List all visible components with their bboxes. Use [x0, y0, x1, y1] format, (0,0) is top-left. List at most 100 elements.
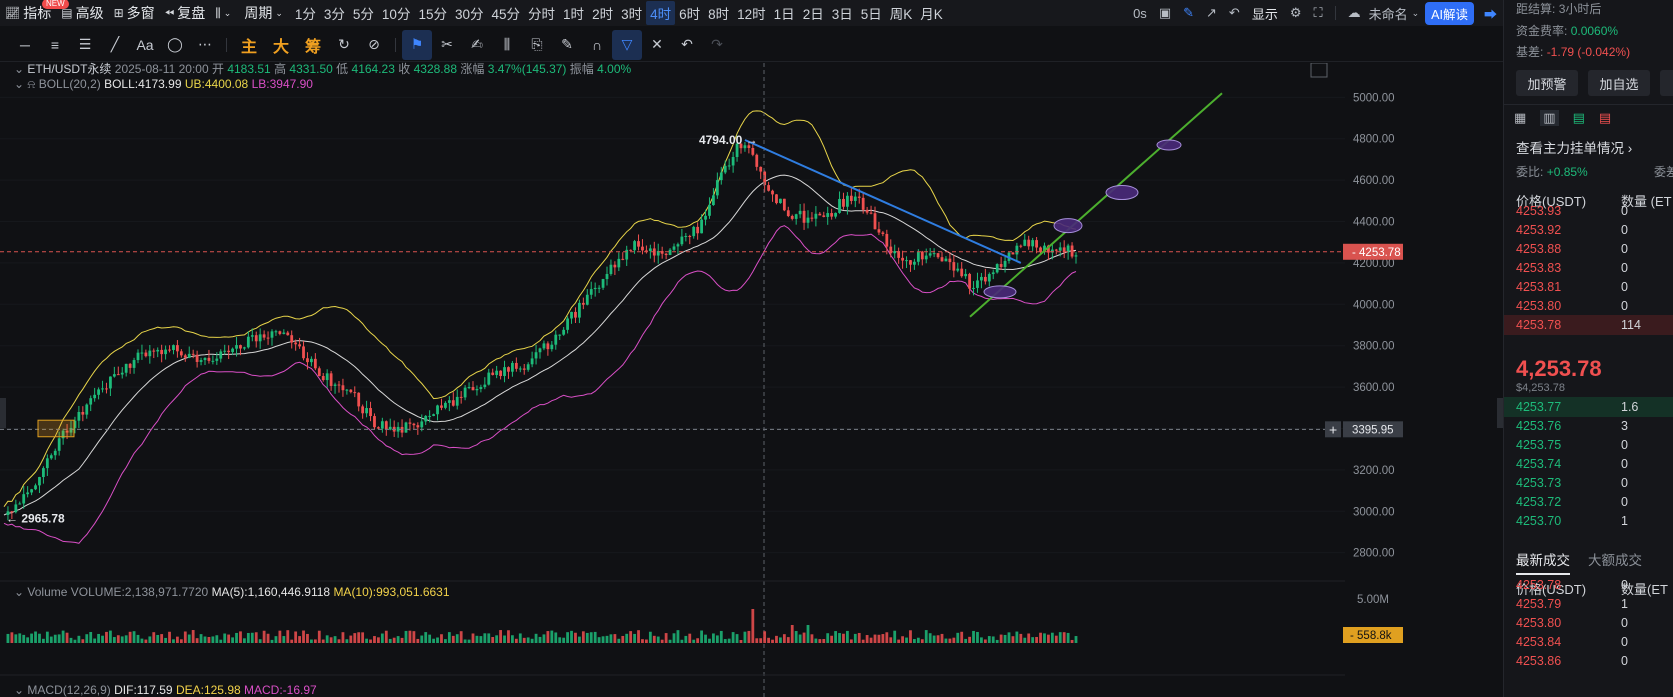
- collapse-icon[interactable]: ⌄: [14, 77, 25, 91]
- hide-drawings-icon[interactable]: ⊘: [368, 36, 380, 52]
- filter-icon[interactable]: ▽: [612, 29, 642, 60]
- camera-icon[interactable]: ▣: [1158, 5, 1172, 20]
- redo-icon[interactable]: ↷: [711, 36, 723, 52]
- both-sides-icon[interactable]: ▦: [1514, 110, 1527, 125]
- edit-drawing-icon[interactable]: ✎: [561, 36, 573, 52]
- period-tab[interactable]: 45分: [491, 7, 521, 22]
- fib-levels-icon[interactable]: ☰: [78, 36, 92, 52]
- bid-row[interactable]: 4253.73 0: [1516, 473, 1673, 493]
- delete-icon[interactable]: ✕: [651, 36, 663, 52]
- period-tab[interactable]: 15分: [418, 7, 447, 22]
- period-tab[interactable]: 月K: [920, 7, 943, 22]
- period-tab[interactable]: 30分: [454, 7, 484, 22]
- period-menu[interactable]: 周期 ⌄: [239, 0, 291, 26]
- layout-name-button[interactable]: 未命名: [1368, 6, 1408, 22]
- period-tab[interactable]: 3时: [621, 7, 643, 22]
- ask-row[interactable]: 4253.78 114: [1504, 315, 1673, 335]
- ask-row[interactable]: 4253.92 0: [1516, 220, 1673, 240]
- fullscreen-icon[interactable]: ⛶: [1313, 5, 1323, 20]
- trade-row[interactable]: 4253.84 0: [1516, 632, 1673, 652]
- period-tab[interactable]: 5日: [860, 7, 882, 22]
- chart-area[interactable]: 4794.00 → ← 2965.78 5000.00 4800.00 4600.00 4…: [0, 62, 1503, 697]
- bookmark-icon[interactable]: ⚑: [402, 29, 432, 60]
- candles-icon[interactable]: ⫼: [503, 36, 511, 52]
- trade-row[interactable]: 4253.78 0: [1516, 575, 1673, 595]
- price-chart[interactable]: 4794.00 → ← 2965.78 5000.00 4800.00 4600.00 4…: [0, 63, 1503, 697]
- brush-icon[interactable]: ✍: [471, 36, 483, 52]
- display-button[interactable]: 显示: [1251, 6, 1278, 22]
- replay-button[interactable]: ⏪︎ 复盘: [160, 0, 211, 26]
- add-alert-button[interactable]: 加预警: [1516, 70, 1578, 96]
- undo-icon[interactable]: ↶: [681, 36, 693, 52]
- share-icon[interactable]: ⮕: [1483, 6, 1497, 22]
- period-tab[interactable]: 分时: [528, 7, 556, 22]
- more-tools-icon[interactable]: ⋯: [198, 36, 212, 52]
- bid-row[interactable]: 4253.76 3: [1516, 416, 1673, 436]
- ask-row[interactable]: 4253.93 0: [1516, 201, 1673, 221]
- collapse-icon[interactable]: ⌄: [14, 62, 25, 76]
- settings-icon[interactable]: ⚙: [1289, 5, 1302, 20]
- collapse-icon[interactable]: ⌄: [14, 585, 25, 599]
- ask-row[interactable]: 4253.88 0: [1516, 239, 1673, 259]
- bell-icon[interactable]: ⍾: [27, 77, 36, 91]
- popout-icon[interactable]: ↗: [1206, 5, 1217, 20]
- ask-row[interactable]: 4253.81 0: [1516, 277, 1673, 297]
- period-tab[interactable]: 12时: [737, 7, 766, 22]
- add-watchlist-button[interactable]: 加自选: [1588, 70, 1650, 96]
- period-tab[interactable]: 5分: [352, 7, 374, 22]
- bid-row[interactable]: 4253.77 1.6: [1504, 397, 1673, 417]
- period-tab[interactable]: 2时: [592, 7, 614, 22]
- more-button[interactable]: [1660, 70, 1673, 96]
- ai-interpret-button[interactable]: AI解读: [1425, 1, 1474, 25]
- period-tab[interactable]: 1分: [294, 7, 316, 22]
- bid-row[interactable]: 4253.70 1: [1516, 511, 1673, 531]
- trend-line-icon[interactable]: ╱: [110, 36, 120, 52]
- trade-row[interactable]: 4253.86 0: [1516, 651, 1673, 671]
- bid-row[interactable]: 4253.72 0: [1516, 492, 1673, 512]
- collapse-icon[interactable]: ⌄: [14, 683, 25, 697]
- depth-icon[interactable]: ▤: [1598, 110, 1612, 125]
- ruler-icon[interactable]: ✂: [441, 36, 453, 52]
- sync-icon[interactable]: ↻: [338, 36, 350, 52]
- horizontal-ray-icon[interactable]: ─: [20, 36, 30, 53]
- volume-bar: [105, 631, 108, 643]
- multi-window-button[interactable]: ⊞ 多窗: [109, 0, 160, 26]
- ellipse-icon[interactable]: ◯: [167, 36, 183, 52]
- tab-latest-trades[interactable]: 最新成交: [1516, 549, 1570, 575]
- period-tab[interactable]: 10分: [381, 7, 411, 22]
- period-tab[interactable]: 3分: [323, 7, 345, 22]
- main-chart-toggle[interactable]: 主: [240, 38, 257, 56]
- period-tab[interactable]: 1日: [773, 7, 795, 22]
- ask-row[interactable]: 4253.80 0: [1516, 296, 1673, 316]
- chips-toggle[interactable]: 筹: [304, 38, 321, 56]
- text-tool[interactable]: Aa: [136, 36, 154, 53]
- period-tab[interactable]: 周K: [889, 7, 913, 22]
- current-price-label: - 4253.78: [1352, 247, 1401, 259]
- clipboard-icon[interactable]: ⎘: [531, 36, 543, 52]
- trade-row[interactable]: 4253.79 1: [1516, 594, 1673, 614]
- indicators-button[interactable]: 📈︎ 指标 NEW: [0, 0, 69, 26]
- trade-row[interactable]: 4253.80 0: [1516, 613, 1673, 633]
- pen-icon[interactable]: ✎: [1183, 5, 1195, 20]
- period-tab[interactable]: 6时: [679, 7, 701, 22]
- period-tab[interactable]: 8时: [708, 7, 730, 22]
- period-tab[interactable]: 2日: [802, 7, 824, 22]
- tab-large-trades[interactable]: 大额成交: [1588, 553, 1642, 568]
- main-orders-link[interactable]: 查看主力挂单情况 ›: [1516, 137, 1632, 157]
- magnet-icon[interactable]: ∩: [591, 36, 603, 53]
- undo-icon[interactable]: ↶: [1228, 5, 1240, 20]
- ask-row[interactable]: 4253.83 0: [1516, 258, 1673, 278]
- parallel-lines-icon[interactable]: ≡: [50, 36, 60, 53]
- period-tab[interactable]: 1时: [563, 7, 585, 22]
- large-orders-toggle[interactable]: 大: [272, 38, 289, 56]
- cloud-icon[interactable]: ☁: [1347, 5, 1361, 20]
- period-tab[interactable]: 4时: [646, 1, 676, 25]
- asks-only-icon[interactable]: ▥: [1540, 110, 1559, 126]
- advanced-button[interactable]: ▤ 高级: [56, 0, 108, 26]
- chevron-down-icon[interactable]: ⌄: [1411, 7, 1420, 18]
- period-tab[interactable]: 3日: [831, 7, 853, 22]
- bid-row[interactable]: 4253.75 0: [1516, 435, 1673, 455]
- bid-row[interactable]: 4253.74 0: [1516, 454, 1673, 474]
- chart-type-button[interactable]: ⫼ ⌄: [210, 0, 239, 26]
- bids-only-icon[interactable]: ▤: [1572, 110, 1585, 125]
